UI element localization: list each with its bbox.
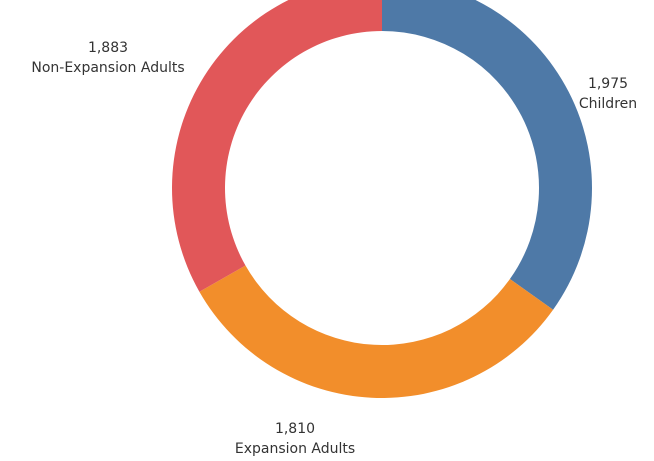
- slice-children[interactable]: [382, 0, 593, 310]
- label-expansion-adults: 1,810 Expansion Adults: [235, 421, 355, 457]
- slice-labels: 1,975 Children 1,810 Expansion Adults 1,883 N…: [31, 40, 637, 457]
- slice-category-label: Expansion Adults: [235, 441, 355, 457]
- slice-category-label: Children: [579, 96, 637, 112]
- slice-value-label: 1,975: [588, 76, 628, 92]
- label-children: 1,975 Children: [579, 76, 637, 112]
- slice-non-expansion-adults[interactable]: [172, 0, 382, 292]
- label-non-expansion-adults: 1,883 Non-Expansion Adults: [31, 40, 184, 76]
- slice-value-label: 1,810: [275, 421, 315, 437]
- donut-slices: [172, 0, 593, 399]
- slice-value-label: 1,883: [88, 40, 128, 56]
- slice-category-label: Non-Expansion Adults: [31, 60, 184, 76]
- slice-expansion-adults[interactable]: [199, 265, 554, 399]
